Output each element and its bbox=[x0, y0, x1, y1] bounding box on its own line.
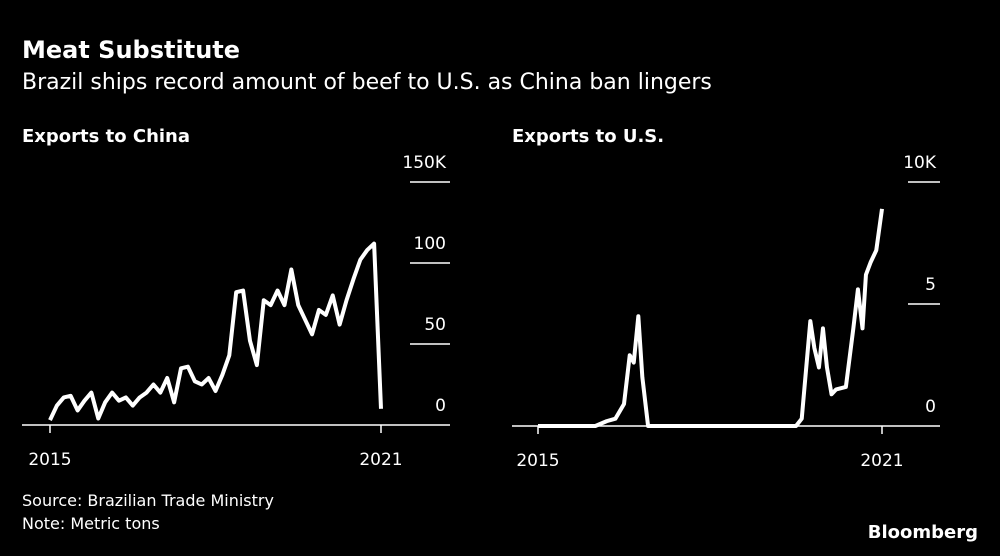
title: Meat Substitute bbox=[22, 36, 240, 64]
data-line bbox=[538, 208, 884, 428]
x-tick-label: 2021 bbox=[860, 451, 903, 471]
x-tick-label: 2015 bbox=[28, 450, 71, 470]
y-tick-label: 50 bbox=[424, 315, 446, 335]
note: Note: Metric tons bbox=[22, 514, 160, 533]
x-tick-label: 2021 bbox=[359, 450, 402, 470]
source: Source: Brazilian Trade Ministry bbox=[22, 491, 274, 510]
chart-title: Exports to China bbox=[22, 126, 190, 147]
data-line bbox=[48, 241, 383, 421]
y-tick-label: 10K bbox=[903, 153, 937, 173]
y-tick-label: 0 bbox=[925, 397, 936, 417]
brand: Bloomberg bbox=[868, 522, 978, 543]
y-tick-label: 5 bbox=[925, 275, 936, 295]
y-tick-label: 0 bbox=[435, 396, 446, 416]
x-tick-label: 2015 bbox=[516, 451, 559, 471]
subtitle: Brazil ships record amount of beef to U.… bbox=[22, 70, 712, 95]
chart-title: Exports to U.S. bbox=[512, 126, 664, 147]
y-tick-label: 150K bbox=[402, 153, 446, 173]
y-tick-label: 100 bbox=[414, 234, 446, 254]
